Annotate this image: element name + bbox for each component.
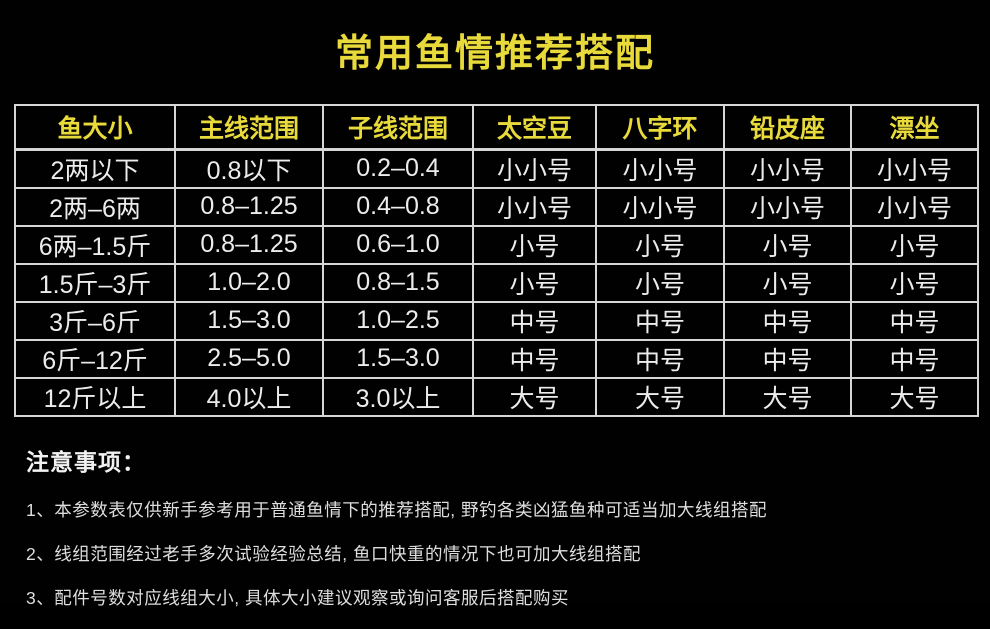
- table-cell: 12斤以上: [14, 376, 176, 417]
- table-cell: 0.6–1.0: [322, 224, 474, 265]
- table-cell: 0.8–1.5: [322, 262, 474, 303]
- page-background: 常用鱼情推荐搭配 鱼大小 主线范围 子线范围 太空豆 八字环 铅皮座 漂坐 2两…: [14, 33, 979, 608]
- table-cell: 小小号: [595, 148, 725, 189]
- table-cell: 小小号: [850, 148, 979, 189]
- table-cell: 小小号: [472, 148, 597, 189]
- table-cell: 小号: [723, 224, 852, 265]
- table-cell: 1.0–2.5: [322, 300, 474, 341]
- table-cell: 小号: [472, 224, 597, 265]
- table-cell: 小号: [850, 224, 979, 265]
- table-cell: 中号: [472, 300, 597, 341]
- table-cell: 4.0以上: [174, 376, 324, 417]
- table-cell: 小小号: [723, 186, 852, 227]
- table-cell: 小号: [595, 262, 725, 303]
- header-cell-fish-size: 鱼大小: [14, 104, 176, 151]
- fish-gear-table: 鱼大小 主线范围 子线范围 太空豆 八字环 铅皮座 漂坐 2两以下 0.8以下 …: [14, 104, 979, 417]
- table-cell: 中号: [595, 300, 725, 341]
- table-cell: 2两以下: [14, 148, 176, 189]
- header-cell-space-bean: 太空豆: [472, 104, 597, 151]
- table-cell: 0.8–1.25: [174, 186, 324, 227]
- table-cell: 1.0–2.0: [174, 262, 324, 303]
- table-cell: 3.0以上: [322, 376, 474, 417]
- table-cell: 大号: [723, 376, 852, 417]
- table-cell: 2两–6两: [14, 186, 176, 227]
- header-cell-lead-seat: 铅皮座: [723, 104, 852, 151]
- table-cell: 0.8–1.25: [174, 224, 324, 265]
- table-cell: 小号: [723, 262, 852, 303]
- table-cell: 小小号: [850, 186, 979, 227]
- header-cell-eight-ring: 八字环: [595, 104, 725, 151]
- table-row: 2两–6两 0.8–1.25 0.4–0.8 小小号 小小号 小小号 小小号: [14, 186, 979, 227]
- table-cell: 小小号: [723, 148, 852, 189]
- note-item-2: 2、线组范围经过老手多次试验经验总结, 鱼口快重的情况下也可加大线组搭配: [26, 544, 641, 564]
- table-cell: 小小号: [472, 186, 597, 227]
- table-row: 6斤–12斤 2.5–5.0 1.5–3.0 中号 中号 中号 中号: [14, 338, 979, 379]
- notes-heading: 注意事项：: [26, 449, 146, 475]
- table-row: 12斤以上 4.0以上 3.0以上 大号 大号 大号 大号: [14, 376, 979, 417]
- page-title: 常用鱼情推荐搭配: [334, 33, 655, 75]
- table-row: 6两–1.5斤 0.8–1.25 0.6–1.0 小号 小号 小号 小号: [14, 224, 979, 265]
- header-cell-sub-line: 子线范围: [322, 104, 474, 151]
- table-cell: 0.4–0.8: [322, 186, 474, 227]
- table-cell: 小号: [595, 224, 725, 265]
- table-cell: 大号: [472, 376, 597, 417]
- table-header-row: 鱼大小 主线范围 子线范围 太空豆 八字环 铅皮座 漂坐: [14, 104, 979, 151]
- table-cell: 大号: [595, 376, 725, 417]
- table-row: 2两以下 0.8以下 0.2–0.4 小小号 小小号 小小号 小小号: [14, 148, 979, 189]
- table-cell: 中号: [723, 300, 852, 341]
- table-cell: 1.5–3.0: [174, 300, 324, 341]
- table-cell: 中号: [850, 338, 979, 379]
- table-cell: 中号: [850, 300, 979, 341]
- table-cell: 1.5–3.0: [322, 338, 474, 379]
- table-row: 1.5斤–3斤 1.0–2.0 0.8–1.5 小号 小号 小号 小号: [14, 262, 979, 303]
- table-cell: 小号: [850, 262, 979, 303]
- header-cell-float-seat: 漂坐: [850, 104, 979, 151]
- table-cell: 小小号: [595, 186, 725, 227]
- table-row: 3斤–6斤 1.5–3.0 1.0–2.5 中号 中号 中号 中号: [14, 300, 979, 341]
- table-cell: 3斤–6斤: [14, 300, 176, 341]
- table-cell: 中号: [595, 338, 725, 379]
- table-cell: 0.2–0.4: [322, 148, 474, 189]
- table-cell: 大号: [850, 376, 979, 417]
- table-cell: 中号: [723, 338, 852, 379]
- table-cell: 中号: [472, 338, 597, 379]
- table-cell: 6两–1.5斤: [14, 224, 176, 265]
- table-cell: 2.5–5.0: [174, 338, 324, 379]
- table-cell: 6斤–12斤: [14, 338, 176, 379]
- note-item-3: 3、配件号数对应线组大小, 具体大小建议观察或询问客服后搭配购买: [26, 588, 569, 608]
- note-item-1: 1、本参数表仅供新手参考用于普通鱼情下的推荐搭配, 野钓各类凶猛鱼种可适当加大线…: [26, 500, 767, 520]
- table-cell: 1.5斤–3斤: [14, 262, 176, 303]
- header-cell-main-line: 主线范围: [174, 104, 324, 151]
- notes-section: 注意事项： 1、本参数表仅供新手参考用于普通鱼情下的推荐搭配, 野钓各类凶猛鱼种…: [26, 443, 976, 629]
- table-cell: 小号: [472, 262, 597, 303]
- table-cell: 0.8以下: [174, 148, 324, 189]
